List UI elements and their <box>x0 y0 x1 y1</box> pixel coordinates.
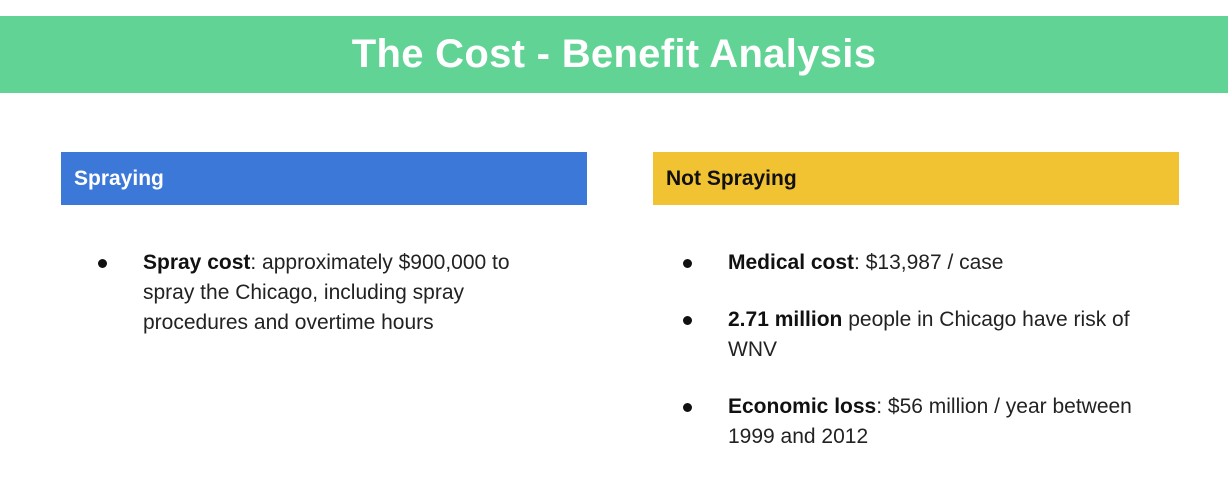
bullet-icon <box>683 259 692 268</box>
item-text: : $56 million / year between 1999 and 20… <box>728 395 1132 448</box>
bullet-icon <box>683 403 692 412</box>
item-label: 2.71 million <box>728 308 843 331</box>
item-label: Medical cost <box>728 251 855 274</box>
item-text: : $13,987 / case <box>854 251 1004 274</box>
bullet-icon <box>98 259 107 268</box>
spraying-header-label: Spraying <box>74 166 164 190</box>
bullet-icon <box>683 316 692 325</box>
item-label: Economic loss <box>728 395 877 418</box>
title-banner: The Cost - Benefit Analysis <box>0 16 1228 93</box>
list-item: Spray cost: approximately $900,000 to sp… <box>95 248 565 338</box>
spraying-list: Spray cost: approximately $900,000 to sp… <box>95 248 565 338</box>
list-item: 2.71 million people in Chicago have risk… <box>680 305 1150 365</box>
page-title: The Cost - Benefit Analysis <box>351 32 877 76</box>
not-spraying-header-label: Not Spraying <box>666 166 797 190</box>
not-spraying-list: Medical cost: $13,987 / case 2.71 millio… <box>680 248 1150 479</box>
not-spraying-header: Not Spraying <box>653 152 1179 205</box>
item-text: people in Chicago have risk of WNV <box>728 308 1130 361</box>
spraying-header: Spraying <box>61 152 587 205</box>
list-item: Medical cost: $13,987 / case <box>680 248 1150 278</box>
item-text: : approximately $900,000 to spray the Ch… <box>143 251 510 334</box>
list-item: Economic loss: $56 million / year betwee… <box>680 392 1150 452</box>
item-label: Spray cost <box>143 251 251 274</box>
